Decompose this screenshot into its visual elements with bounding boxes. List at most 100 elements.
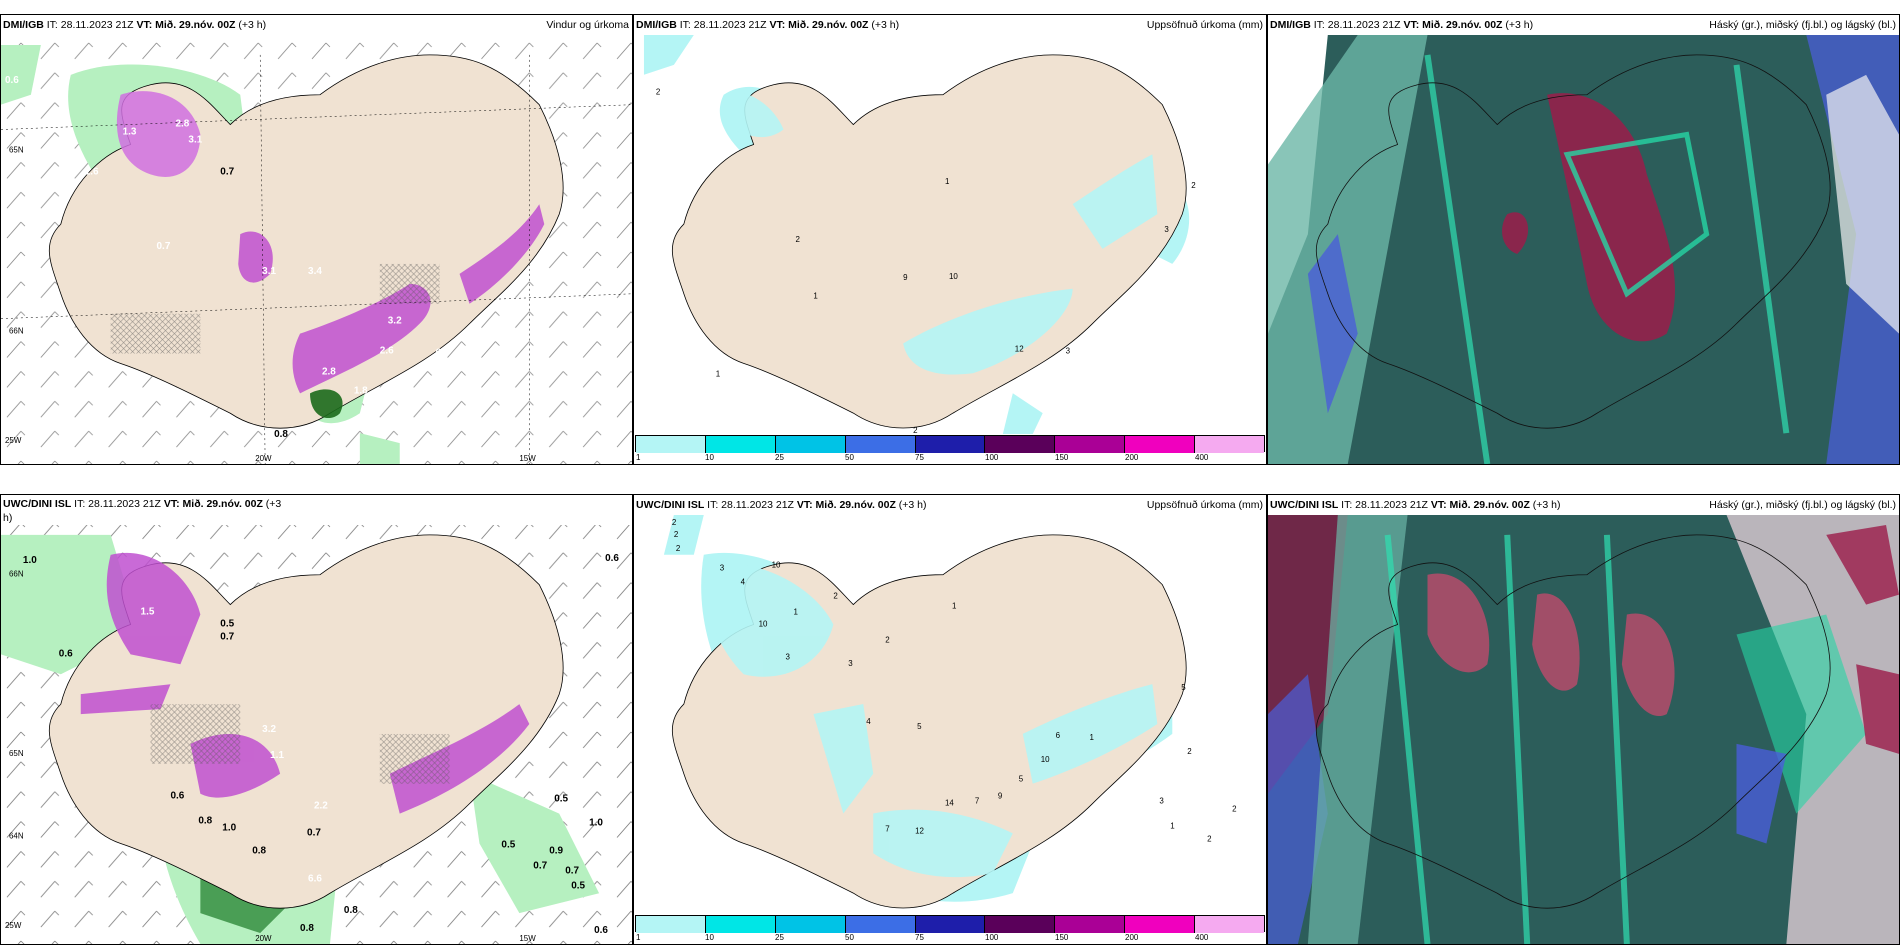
- map-panel-uwc-wind: UWC/DINI ISL IT: 28.11.2023 21Z VT: Mið.…: [0, 494, 633, 945]
- colorbar-tick: 25: [775, 453, 784, 462]
- init-time: IT: 28.11.2023 21Z: [704, 499, 797, 511]
- precip-value: 1.1: [270, 750, 284, 761]
- panel-header: DMI/IGB IT: 28.11.2023 21Z VT: Mið. 29.n…: [1, 15, 632, 35]
- precip-value: 12: [1015, 344, 1024, 353]
- init-time: IT: 28.11.2023 21Z: [71, 498, 164, 510]
- precip-value: 1.6: [85, 166, 99, 177]
- panel-header: UWC/DINI ISL IT: 28.11.2023 21Z VT: Mið.…: [1, 495, 632, 525]
- precip-value: 4: [741, 578, 746, 587]
- precip-value: 1.0: [23, 555, 37, 566]
- precip-value: 3: [1066, 346, 1071, 355]
- map-canvas: 2 1 2 10 12 1 2 3 1 3 2 9: [634, 35, 1266, 434]
- colorbar-tick: 200: [1125, 453, 1139, 462]
- model-name: UWC/DINI ISL: [1270, 499, 1339, 511]
- colorbar-tick: 1: [636, 453, 641, 462]
- precip-value: 1: [1170, 821, 1175, 830]
- precip-value: 0.7: [220, 166, 234, 177]
- colorbar-cell: [705, 916, 776, 933]
- precip-value: 5: [1019, 775, 1024, 784]
- valid-time: VT: Mið. 29.nóv. 00Z: [769, 19, 869, 31]
- precip-value: 0.7: [533, 860, 547, 871]
- precip-value: 2: [674, 530, 679, 539]
- colorbar-cell: [775, 436, 846, 453]
- iceland-outline: [1315, 534, 1831, 909]
- colorbar-tick: 400: [1195, 453, 1209, 462]
- colorbar-cell: [1125, 916, 1196, 933]
- colorbar-cell: [845, 916, 916, 933]
- colorbar: 1 10 25 50 75 100 150 200 400: [634, 914, 1266, 944]
- axis-label: 20W: [255, 454, 272, 463]
- lead-time: (+3 h): [868, 19, 900, 31]
- model-name: DMI/IGB: [636, 19, 677, 31]
- precip-value: 0.5: [571, 880, 585, 891]
- map-canvas: [1268, 35, 1899, 464]
- precip-value: 2: [676, 544, 681, 553]
- precip-value: 14: [945, 799, 954, 808]
- precip-value: 2: [913, 426, 918, 434]
- precip-value: 7: [885, 824, 890, 833]
- precip-value: 12: [915, 826, 924, 835]
- lead-time: (+3 h): [1502, 19, 1534, 31]
- precip-value: 0.8: [274, 429, 288, 440]
- precip-value: 2: [833, 592, 838, 601]
- precip-value: 10: [772, 561, 781, 570]
- precip-value: 0.5: [220, 618, 234, 629]
- map-area: [1268, 515, 1899, 944]
- colorbar-tick: 75: [915, 453, 924, 462]
- axis-label: 25W: [5, 436, 22, 445]
- colorbar-cell: [985, 436, 1056, 453]
- model-name: DMI/IGB: [1270, 19, 1311, 31]
- precip-value: 5: [917, 722, 922, 731]
- panel-header: DMI/IGB IT: 28.11.2023 21Z VT: Mið. 29.n…: [634, 15, 1266, 35]
- init-time: IT: 28.11.2023 21Z: [1338, 499, 1431, 511]
- lead-time: (+3 h): [895, 499, 927, 511]
- colorbar-cell: [636, 436, 706, 453]
- model-name: DMI/IGB: [3, 19, 44, 31]
- precip-value: 9: [998, 792, 1003, 801]
- axis-label: 25W: [5, 921, 22, 930]
- colorbar-cell: [985, 916, 1056, 933]
- init-time: IT: 28.11.2023 21Z: [43, 19, 137, 31]
- precip-value: 0.6: [5, 75, 19, 86]
- precip-value: 5: [1181, 683, 1186, 692]
- precip-value: 0.7: [565, 865, 579, 876]
- precip-value: 9: [903, 273, 908, 282]
- panel-title: Vindur og úrkoma: [546, 19, 629, 31]
- precip-value: 0.7: [157, 241, 171, 252]
- colorbar-tick: 1: [636, 933, 641, 942]
- precip-value: 0.8: [300, 923, 314, 934]
- colorbar-cell: [636, 916, 706, 933]
- precip-value: 2: [795, 235, 800, 244]
- precip-value: 2: [885, 635, 890, 644]
- precip-value: 1: [716, 369, 721, 378]
- precip-value: 0.6: [59, 648, 73, 659]
- precip-value: 1.5: [141, 607, 155, 618]
- precip-value: 2.8: [175, 119, 189, 130]
- precip-value: 2.8: [322, 366, 336, 377]
- precip-value: 3: [786, 652, 791, 661]
- precip-value: 1: [813, 292, 818, 301]
- precip-value: 3: [1164, 225, 1169, 234]
- axis-label: 66N: [9, 327, 24, 336]
- precip-value: 0.8: [252, 845, 266, 856]
- map-canvas: 2 2 2 1 3 4 10 10 3 2 1 2 3 4 5 7 14 12 …: [634, 515, 1266, 914]
- precip-value: 1: [945, 177, 950, 186]
- colorbar-cell: [1125, 436, 1196, 453]
- iceland-outline: [1315, 54, 1831, 429]
- colorbar-cell: [705, 436, 776, 453]
- colorbar-tick: 150: [1055, 933, 1069, 942]
- valid-time: VT: Mið. 29.nóv. 00Z: [1430, 499, 1530, 511]
- map-area: [1268, 35, 1899, 464]
- precip-value: 2: [656, 88, 661, 97]
- precip-value: 2.2: [314, 801, 328, 812]
- precip-value: 6.6: [308, 873, 322, 884]
- lead-time: (+3: [262, 498, 282, 510]
- lead-time-wrap: h): [3, 512, 13, 524]
- colorbar: 1 10 25 50 75 100 150 200 400: [634, 434, 1266, 464]
- colorbar-cell: [1055, 916, 1126, 933]
- map-area: 2 1 2 10 12 1 2 3 1 3 2 9: [634, 35, 1266, 434]
- colorbar-tick: 400: [1195, 933, 1209, 942]
- panel-header: UWC/DINI ISL IT: 28.11.2023 21Z VT: Mið.…: [1268, 495, 1899, 515]
- map-panel-dmi-clouds: DMI/IGB IT: 28.11.2023 21Z VT: Mið. 29.n…: [1267, 14, 1900, 465]
- init-time: IT: 28.11.2023 21Z: [676, 19, 770, 31]
